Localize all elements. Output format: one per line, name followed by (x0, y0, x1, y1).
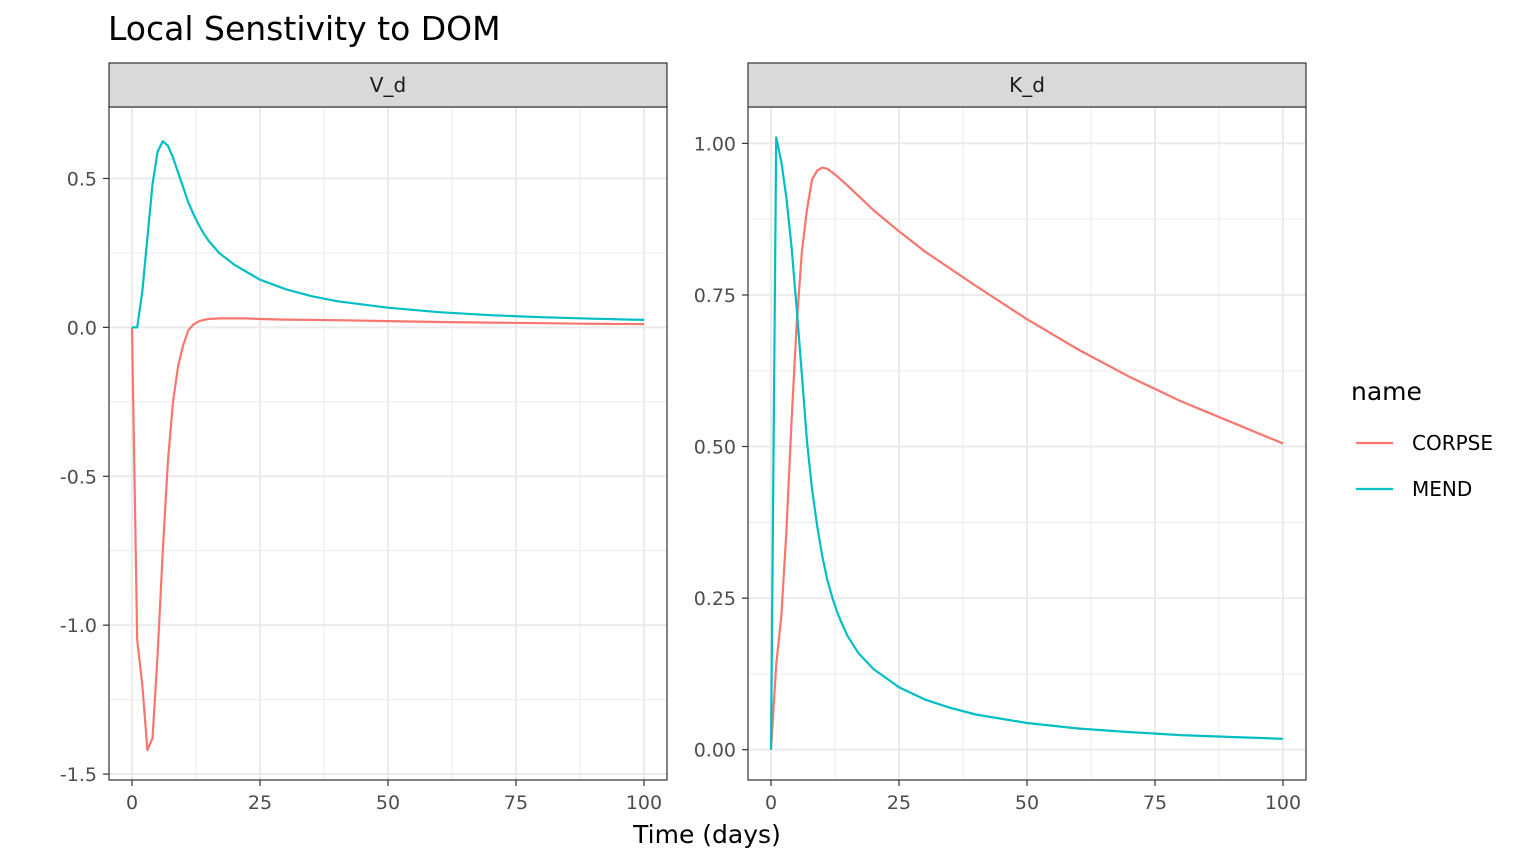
y-tick-label: 0.25 (694, 588, 736, 610)
y-tick-label: -0.5 (60, 466, 97, 488)
x-tick-label: 25 (887, 792, 911, 814)
y-tick-label: 1.00 (694, 133, 736, 155)
series-line-corpse-v_d (130, 317, 645, 752)
legend-label-corpse: CORPSE (1412, 431, 1493, 455)
y-tick-label: -1.0 (60, 615, 97, 637)
legend-title: name (1351, 377, 1422, 406)
x-tick-label: 0 (765, 792, 777, 814)
x-tick-label: 100 (626, 792, 662, 814)
facet-panels: V_d 0 25 50 75 100 -1.5 -1.0 -0.5 0.0 0.5 K_d 0 25 50 7… (60, 62, 1307, 814)
series-line-corpse-k_d (769, 166, 1284, 750)
x-tick-label: 75 (504, 792, 528, 814)
x-axis-title: Time (days) (632, 820, 781, 849)
legend-label-mend: MEND (1412, 477, 1472, 501)
facet-strip-label: K_d (1009, 73, 1045, 97)
x-tick-label: 100 (1265, 792, 1301, 814)
x-tick-label: 50 (1015, 792, 1039, 814)
legend-items: CORPSE MEND (1356, 431, 1493, 501)
legend: name CORPSE MEND (1351, 377, 1493, 501)
legend-item-mend: MEND (1356, 477, 1472, 501)
x-tick-label: 75 (1143, 792, 1167, 814)
x-tick-label: 25 (248, 792, 272, 814)
y-tick-label: 0.75 (694, 285, 736, 307)
y-tick-label: 0.0 (67, 317, 97, 339)
y-tick-label: 0.00 (694, 740, 736, 762)
facet-panel-K_d: K_d 0 25 50 75 100 0.00 0.25 0.50 0.75 1.00 (694, 62, 1307, 814)
y-tick-label: 0.50 (694, 437, 736, 459)
facet-strip-label: V_d (370, 73, 406, 97)
chart-title: Local Senstivity to DOM (108, 9, 501, 48)
series-line-mend-v_d (132, 140, 645, 329)
x-tick-label: 50 (376, 792, 400, 814)
y-tick-label: 0.5 (67, 168, 97, 190)
facet-panel-V_d: V_d 0 25 50 75 100 -1.5 -1.0 -0.5 0.0 0.5 (60, 62, 668, 814)
facet-strip (747, 62, 1307, 108)
x-tick-label: 0 (126, 792, 138, 814)
y-tick-label: -1.5 (60, 764, 97, 786)
legend-item-corpse: CORPSE (1356, 431, 1493, 455)
series-line-mend-k_d (769, 136, 1284, 750)
facet-strip (108, 62, 668, 108)
